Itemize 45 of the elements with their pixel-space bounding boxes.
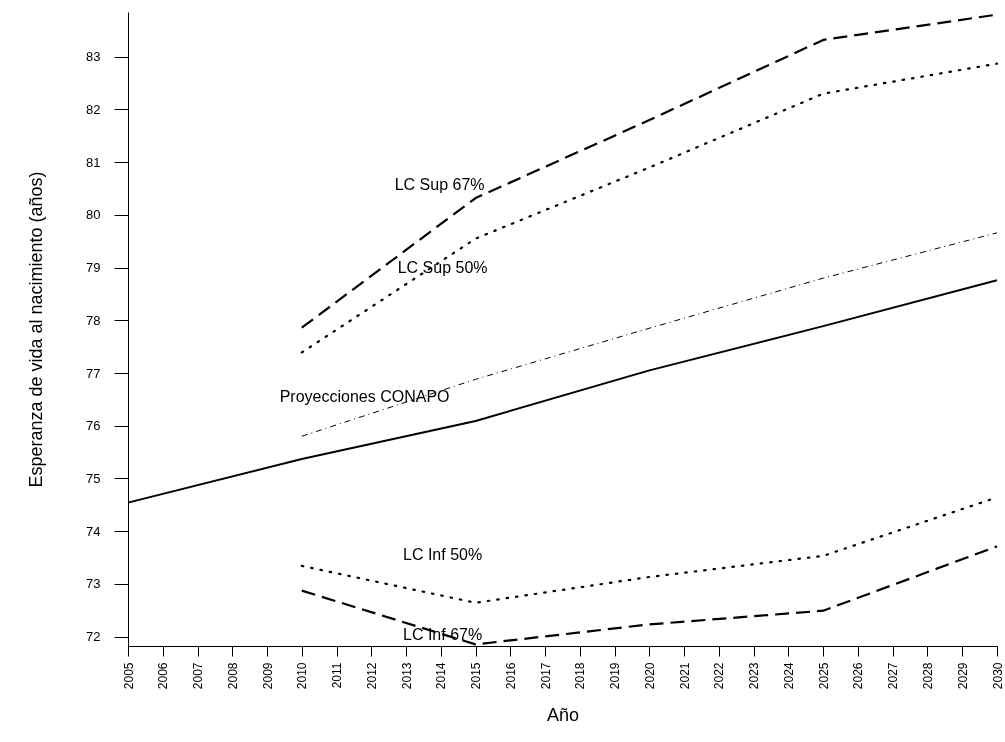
x-tick-label: 2016: [503, 662, 518, 690]
x-tick-label: 2010: [295, 662, 310, 690]
x-tick-label: 2014: [434, 662, 449, 690]
x-tick-label: 2023: [747, 662, 762, 690]
y-tick-label: 80: [86, 207, 101, 223]
y-tick-label: 74: [86, 523, 101, 539]
x-tick-label: 2025: [816, 662, 831, 690]
x-tick-label: 2026: [851, 662, 866, 690]
x-tick-label: 2013: [399, 662, 414, 690]
line-series: [300, 62, 999, 354]
x-tick-label: 2005: [121, 662, 136, 690]
y-tick-label: 78: [86, 312, 101, 328]
x-tick-label: 2021: [677, 662, 692, 690]
x-tick-label: 2029: [955, 662, 970, 690]
x-tick-label: 2024: [781, 662, 796, 690]
series-label: LC Sup 50%: [397, 258, 488, 276]
y-tick-label: 82: [86, 102, 101, 117]
x-tick-label: 2006: [156, 662, 171, 690]
y-tick-label: 75: [86, 470, 101, 486]
x-tick-label: 2012: [364, 662, 379, 690]
y-tick-label: 77: [86, 365, 101, 381]
x-tick-label: 2020: [642, 662, 657, 690]
series-label: LC Inf 50%: [403, 545, 483, 563]
y-tick-label: 76: [86, 418, 101, 434]
y-tick-label: 72: [86, 629, 101, 645]
y-tick-label: 83: [86, 49, 101, 65]
series-label: Proyecciones CONAPO: [279, 387, 450, 405]
x-tick-label: 2009: [260, 662, 275, 690]
x-tick-label: 2027: [886, 662, 901, 690]
x-tick-label: 2028: [920, 662, 935, 690]
x-tick-label: 2018: [573, 662, 588, 690]
x-tick-label: 2019: [608, 662, 623, 690]
x-axis-title: Año: [546, 705, 580, 726]
x-tick-label: 2011: [330, 662, 345, 689]
y-tick-label: 81: [86, 154, 101, 170]
y-axis-title: Esperanza de vida al nacimiento (años): [26, 171, 47, 488]
series-label: LC Sup 67%: [394, 176, 485, 194]
x-tick-label: 2022: [712, 662, 727, 690]
x-tick-label: 2017: [538, 662, 553, 690]
y-tick-label: 79: [86, 260, 101, 276]
x-tick-label: 2015: [469, 662, 484, 690]
y-tick-label: 73: [86, 576, 101, 592]
x-tick-label: 2007: [191, 662, 206, 690]
x-tick-label: 2008: [225, 662, 240, 690]
x-tick-label: 2030: [990, 662, 1005, 690]
